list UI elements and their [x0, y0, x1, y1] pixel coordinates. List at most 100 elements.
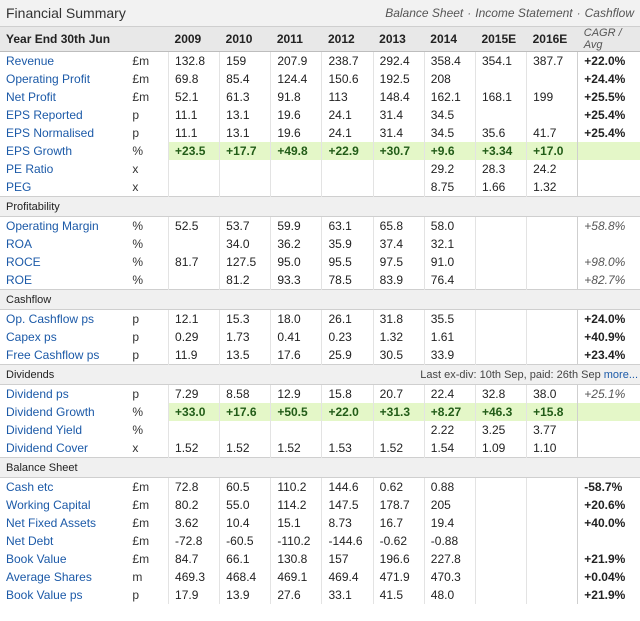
value-cell: 196.6 [372, 550, 425, 568]
value-cell: -144.6 [321, 532, 374, 550]
row-label[interactable]: Net Profit [6, 90, 57, 104]
row-label[interactable]: Op. Cashflow ps [6, 312, 95, 326]
table-row: Operating Profit £m 69.8 85.4 124.4 150.6 192.… [0, 70, 640, 88]
value-cell [321, 421, 374, 439]
value-cell: 32.8 [474, 384, 527, 403]
table-row: Book Value ps p 17.9 13.9 27.6 33.1 41.5 48.0 +2… [0, 586, 640, 604]
value-cell: 199 [526, 88, 578, 106]
row-label[interactable]: Dividend ps [6, 387, 69, 401]
value-cell: 52.5 [168, 216, 220, 235]
table-row: Net Profit £m 52.1 61.3 91.8 113 148.4 162.1 168… [0, 88, 640, 106]
tab-separator: · [467, 6, 472, 20]
tab-balance-sheet[interactable]: Balance Sheet [385, 6, 464, 20]
value-cell: +17.6 [219, 403, 271, 421]
value-cell: 19.4 [423, 514, 476, 532]
cagr-cell: +20.6% [577, 496, 640, 514]
value-cell [474, 328, 527, 346]
value-cell: 34.5 [423, 106, 476, 124]
value-cell: 11.9 [168, 346, 220, 365]
value-cell: -0.62 [372, 532, 425, 550]
row-label[interactable]: Average Shares [6, 570, 92, 584]
row-label[interactable]: Cash etc [6, 480, 54, 494]
value-cell: 19.6 [270, 124, 322, 142]
value-cell: 27.6 [270, 586, 322, 604]
table-row: PEG x 8.75 1.66 1.32 [0, 178, 640, 197]
row-label[interactable]: Free Cashflow ps [6, 348, 100, 362]
value-cell: 95.0 [270, 253, 322, 271]
cagr-cell: +23.4% [577, 346, 640, 365]
value-cell: 91.8 [270, 88, 322, 106]
value-cell: 471.9 [372, 568, 425, 586]
row-label[interactable]: Net Fixed Assets [6, 516, 97, 530]
row-unit: x [132, 162, 139, 176]
value-cell [526, 216, 578, 235]
value-cell [168, 271, 220, 290]
row-label[interactable]: Dividend Yield [6, 423, 83, 437]
row-label[interactable]: ROE [6, 273, 33, 287]
cagr-cell: +25.4% [577, 106, 640, 124]
row-label[interactable]: Operating Profit [6, 72, 91, 86]
row-label[interactable]: Book Value ps [6, 588, 83, 602]
value-cell: 24.2 [526, 160, 578, 178]
section-header: Balance Sheet [0, 457, 640, 478]
row-label[interactable]: PEG [6, 180, 32, 194]
table-row: Revenue £m 132.8 159 207.9 238.7 292.4 358.4 354… [0, 51, 640, 70]
section-title: Profitability [0, 196, 374, 217]
row-label[interactable]: Net Debt [6, 534, 54, 548]
value-cell: 35.6 [474, 124, 527, 142]
cagr-cell: +24.4% [577, 70, 640, 88]
value-cell: 114.2 [270, 496, 322, 514]
table-row: Net Debt £m -72.8 -60.5 -110.2 -144.6 -0.62 -0.… [0, 532, 640, 550]
cagr-cell: -58.7% [577, 477, 640, 496]
row-label[interactable]: Book Value [6, 552, 67, 566]
row-label[interactable]: Operating Margin [6, 219, 99, 233]
row-label[interactable]: EPS Normalised [6, 126, 95, 140]
value-cell: 69.8 [168, 70, 220, 88]
value-cell: 34.0 [219, 235, 271, 253]
value-cell: 55.0 [219, 496, 271, 514]
value-cell: 65.8 [372, 216, 425, 235]
value-cell: 31.4 [372, 106, 425, 124]
row-label[interactable]: EPS Growth [6, 144, 73, 158]
value-cell: 22.4 [423, 384, 476, 403]
more-link[interactable]: more... [603, 368, 638, 381]
value-cell: 26.1 [321, 309, 374, 328]
value-cell: 81.2 [219, 271, 271, 290]
value-cell: 15.3 [219, 309, 271, 328]
tab-cashflow[interactable]: Cashflow [584, 6, 634, 20]
row-label[interactable]: EPS Reported [6, 108, 83, 122]
row-label[interactable]: Revenue [6, 54, 55, 68]
value-cell: 358.4 [423, 51, 476, 70]
row-unit: £m [132, 480, 150, 494]
row-unit: x [132, 180, 139, 194]
value-cell: 15.8 [321, 384, 374, 403]
value-cell: 25.9 [321, 346, 374, 365]
table-row: EPS Reported p 11.1 13.1 19.6 24.1 31.4 34.5 +25… [0, 106, 640, 124]
cagr-cell [577, 403, 640, 421]
value-cell [219, 160, 271, 178]
row-label[interactable]: PE Ratio [6, 162, 54, 176]
value-cell: 36.2 [270, 235, 322, 253]
value-cell: -72.8 [168, 532, 220, 550]
row-label[interactable]: Working Capital [6, 498, 91, 512]
row-unit: p [132, 330, 140, 344]
row-unit: % [132, 255, 144, 269]
value-cell [168, 178, 220, 197]
row-label[interactable]: Dividend Growth [6, 405, 95, 419]
value-cell [474, 568, 527, 586]
section-note [373, 196, 640, 217]
cagr-cell: +25.1% [577, 384, 640, 403]
value-cell: 59.9 [270, 216, 322, 235]
row-label[interactable]: ROCE [6, 255, 41, 269]
value-cell [474, 514, 527, 532]
row-label[interactable]: Dividend Cover [6, 441, 89, 455]
cagr-cell: +25.4% [577, 124, 640, 142]
value-cell: 60.5 [219, 477, 271, 496]
row-unit: % [132, 405, 144, 419]
tab-income-statement[interactable]: Income Statement [475, 6, 573, 20]
table-row: Dividend Yield% 2.22 3.25 3.77 [0, 421, 640, 439]
cagr-cell [577, 160, 640, 178]
row-label[interactable]: ROA [6, 237, 33, 251]
row-label[interactable]: Capex ps [6, 330, 57, 344]
row-unit: p [132, 126, 140, 140]
